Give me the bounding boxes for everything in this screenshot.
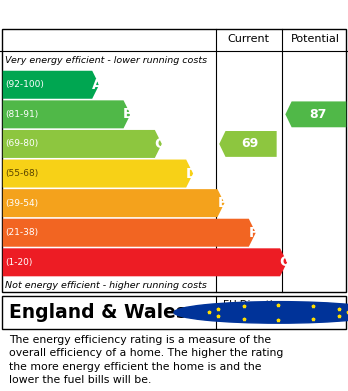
Text: C: C (155, 137, 165, 151)
Polygon shape (3, 100, 130, 128)
Circle shape (174, 301, 348, 323)
Polygon shape (3, 130, 162, 158)
Text: Potential: Potential (291, 34, 340, 45)
Text: Current: Current (228, 34, 270, 45)
Text: EU Directive
2002/91/EC: EU Directive 2002/91/EC (223, 301, 284, 323)
Text: (55-68): (55-68) (5, 169, 39, 178)
Text: The energy efficiency rating is a measure of the
overall efficiency of a home. T: The energy efficiency rating is a measur… (9, 335, 283, 385)
Polygon shape (3, 71, 99, 99)
Text: (1-20): (1-20) (5, 258, 33, 267)
Polygon shape (3, 160, 193, 188)
Text: E: E (218, 196, 227, 210)
Text: (39-54): (39-54) (5, 199, 38, 208)
Polygon shape (3, 248, 287, 276)
Text: Energy Efficiency Rating: Energy Efficiency Rating (9, 7, 229, 22)
Text: Not energy efficient - higher running costs: Not energy efficient - higher running co… (5, 281, 207, 290)
Text: A: A (92, 78, 102, 92)
Text: G: G (279, 255, 291, 269)
Text: 87: 87 (309, 108, 326, 121)
Text: (81-91): (81-91) (5, 110, 39, 119)
Text: (69-80): (69-80) (5, 140, 39, 149)
Polygon shape (219, 131, 277, 157)
Text: (92-100): (92-100) (5, 80, 44, 89)
Text: F: F (249, 226, 259, 240)
Polygon shape (3, 219, 256, 247)
Text: B: B (123, 108, 134, 121)
Text: England & Wales: England & Wales (9, 303, 187, 322)
Polygon shape (285, 101, 346, 127)
Polygon shape (3, 189, 224, 217)
Text: Very energy efficient - lower running costs: Very energy efficient - lower running co… (5, 56, 207, 65)
Text: (21-38): (21-38) (5, 228, 38, 237)
Text: D: D (185, 167, 197, 181)
Text: 69: 69 (241, 138, 259, 151)
